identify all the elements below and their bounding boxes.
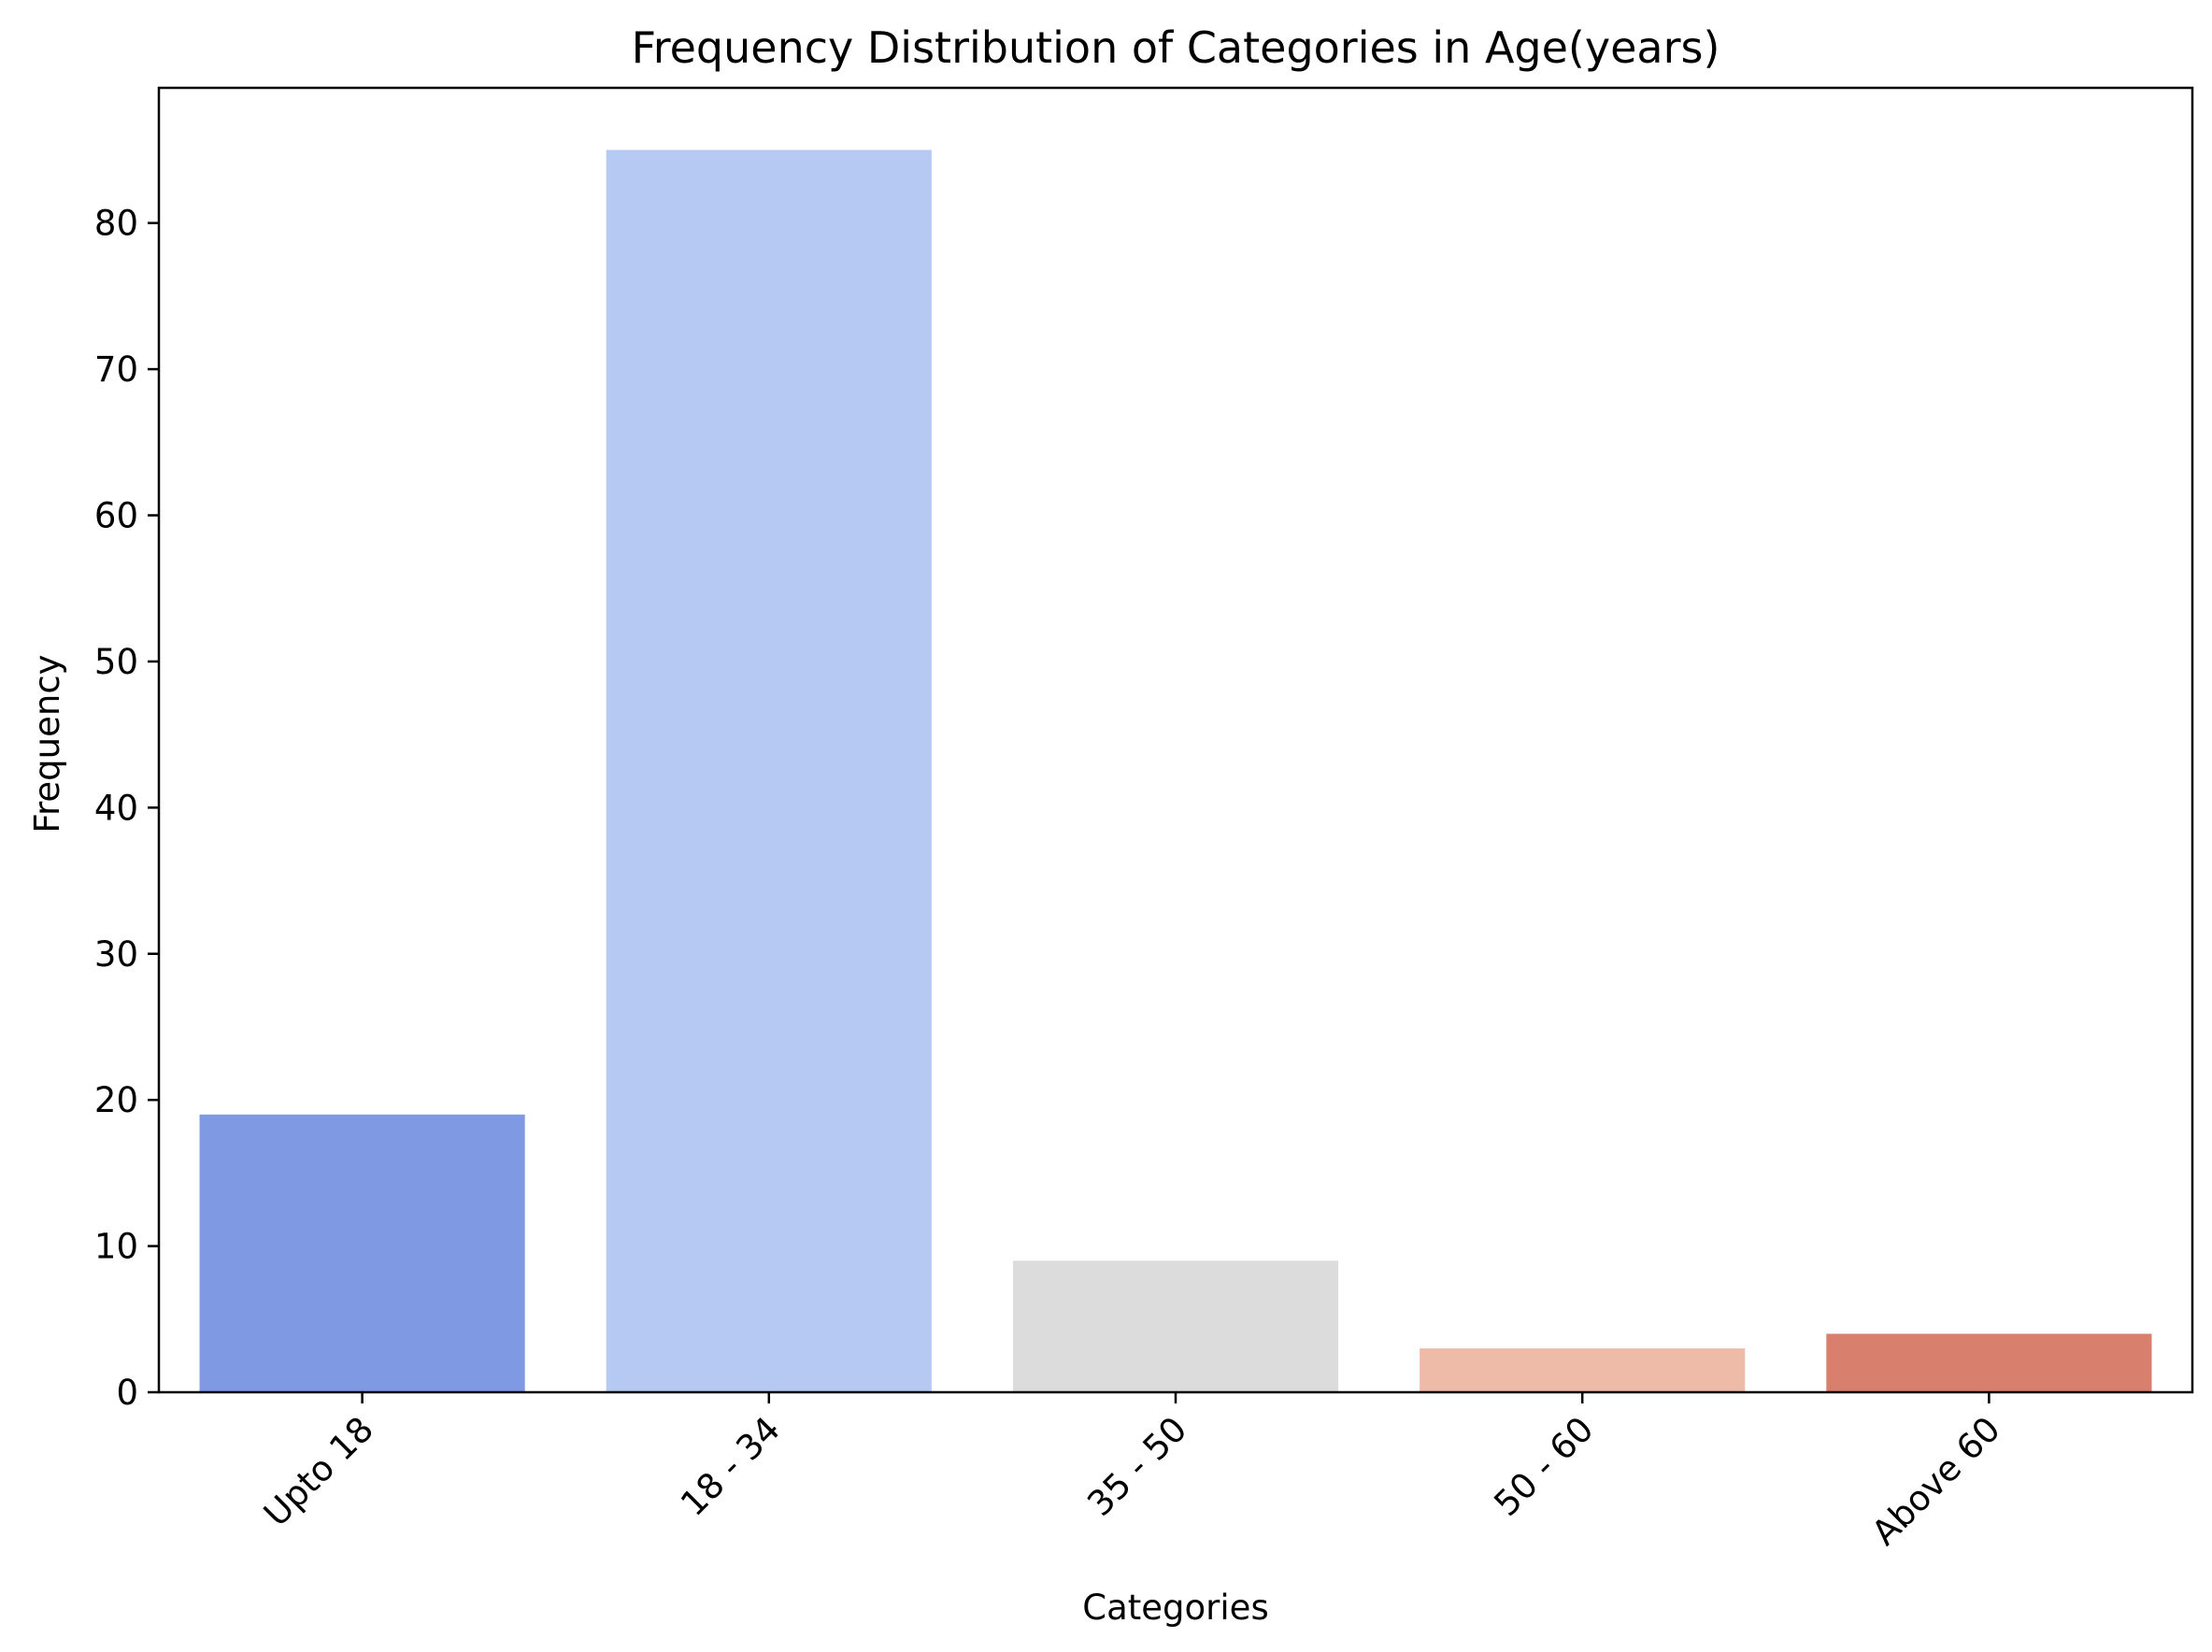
bar xyxy=(1420,1348,1746,1392)
bar xyxy=(606,150,932,1393)
bar xyxy=(1826,1333,2152,1392)
y-tick-label: 30 xyxy=(94,934,138,975)
bar xyxy=(1012,1260,1339,1392)
y-tick-label: 0 xyxy=(116,1373,138,1413)
y-tick-label: 50 xyxy=(94,642,138,682)
y-tick-label: 60 xyxy=(94,496,138,536)
x-axis-label: Categories xyxy=(1082,1588,1268,1628)
y-axis-label: Frequency xyxy=(27,654,67,833)
y-tick-label: 10 xyxy=(94,1227,138,1267)
chart-title: Frequency Distribution of Categories in … xyxy=(632,22,1720,73)
y-tick-label: 80 xyxy=(94,204,138,244)
y-tick-label: 70 xyxy=(94,349,138,390)
y-axis-ticks: 0 10 20 30 40 50 60 70 80 xyxy=(94,204,159,1413)
plot-area-frame xyxy=(157,86,2194,1394)
y-tick-label: 40 xyxy=(94,788,138,828)
y-tick-label: 20 xyxy=(94,1080,138,1120)
bar xyxy=(199,1114,525,1392)
bars-layer xyxy=(199,150,2152,1393)
